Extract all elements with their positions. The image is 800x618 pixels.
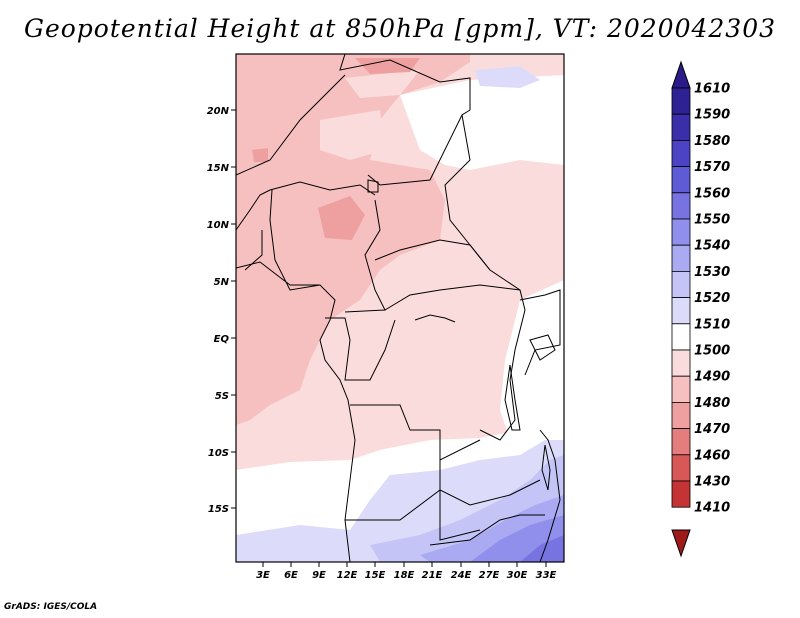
lon-label: 18E [394,570,415,581]
lon-labels: 3E 6E 9E 12E 15E 18E 21E 24E 27E 30E 33E [256,570,556,581]
colorbar-band [671,375,691,403]
border-cameroon [344,199,386,313]
lon-label: 33E [536,570,557,581]
lon-label: 15E [365,570,386,581]
colorbar-band [671,139,691,167]
lat-labels: 20N 15N 10N 5N EQ 5S 10S 15S [207,106,230,515]
colorbar-band [671,349,691,377]
field-1480-west [252,148,268,162]
border-west-2 [244,230,263,271]
field-1480-north [355,58,420,74]
border-libya-chad [339,54,471,186]
lon-label: 27E [479,570,500,581]
coast-east-mozambique [539,429,561,562]
lat-axis [231,109,236,509]
lat-label: 15S [208,504,229,515]
colorbar-band [671,323,691,351]
lat-label: 5N [214,277,230,288]
colorbar-label: 1580 [694,134,730,149]
lake-chad [367,179,379,193]
colorbar-label: 1530 [694,265,730,280]
colorbar-label: 1510 [694,317,730,332]
border-lower [429,514,545,546]
border-drc-north [384,284,526,311]
colorbar-band [671,244,691,272]
lat-label: 20N [207,106,230,117]
lat-label: 10N [207,220,230,231]
colorbar-label: 1500 [694,344,730,359]
lat-label: EQ [214,334,230,345]
colorbar-label: 1610 [694,82,730,97]
lake-tanganyika [504,364,521,431]
colorbar-band [671,270,691,298]
colorbar: 1610 1590 1580 1570 1560 1550 1540 1530 1520 1510… [671,60,730,558]
colorbar-band [671,192,691,220]
field-1560-south [520,535,564,562]
colorbar-band [671,218,691,246]
colorbar-band [671,454,691,482]
colorbar-band [671,166,691,194]
lon-label: 9E [312,570,326,581]
chart-title: Geopotential Height at 850hPa [gpm], VT:… [23,14,777,43]
field-1510-east2 [500,280,564,440]
colorbar-label: 1570 [694,160,730,175]
colorbar-band [671,428,691,456]
map-frame [235,53,565,563]
lon-label: 24E [451,570,472,581]
colorbar-label: 1410 [694,501,730,516]
colorbar-label: 1480 [694,396,730,411]
lon-label: 21E [422,570,443,581]
map-borders [236,54,561,562]
lon-label: 30E [507,570,528,581]
colorbar-band [671,87,691,115]
border-nigeria-sw [269,189,321,291]
lat-label: 5S [215,391,229,402]
river-congo [414,314,456,323]
border-east-africa [519,289,561,376]
footer-credit: GrADS: IGES/COLA [4,602,98,612]
lat-label: 15N [207,163,230,174]
colorbar-band [671,113,691,141]
lon-label: 12E [337,570,358,581]
lake-victoria [529,334,556,361]
field-1520-north [475,66,540,88]
lon-axis [262,562,547,567]
colorbar-band [671,401,691,429]
coast-west-africa [236,261,356,562]
lat-label: 10S [208,448,229,459]
field-1500-patch-sahara [320,110,385,160]
colorbar-label: 1430 [694,475,730,490]
colorbar-label: 1490 [694,370,730,385]
colorbar-label: 1540 [694,239,730,254]
colorbar-top-triangle [671,60,691,89]
field-1510-east [400,75,564,170]
border-gabon-congo [325,317,396,381]
colorbar-bottom-triangle [671,529,691,558]
border-mali-niger [236,74,346,176]
field-1500-patch-north [345,70,420,98]
lon-label: 6E [284,570,298,581]
border-zambia [439,460,541,506]
map-field [236,54,564,562]
colorbar-labels: 1610 1590 1580 1570 1560 1550 1540 1530 1520 1510… [694,82,730,516]
field-1490-west [236,54,470,425]
colorbar-label: 1560 [694,186,730,201]
border-car [374,239,521,291]
colorbar-label: 1460 [694,448,730,463]
border-angola-drc [350,404,481,461]
colorbar-label: 1590 [694,108,730,123]
border-drc-east [479,309,526,441]
colorbar-band [671,297,691,325]
border-niger-nigeria [269,181,376,196]
border-west-1 [236,189,271,231]
lon-label: 3E [256,570,270,581]
lake-malawi [541,444,551,491]
field-1480-nigeria [318,196,365,240]
colorbar-label: 1470 [694,422,730,437]
colorbar-label: 1520 [694,291,730,306]
colorbar-label: 1550 [694,213,730,228]
colorbar-bands [671,87,691,508]
colorbar-band [671,480,691,508]
